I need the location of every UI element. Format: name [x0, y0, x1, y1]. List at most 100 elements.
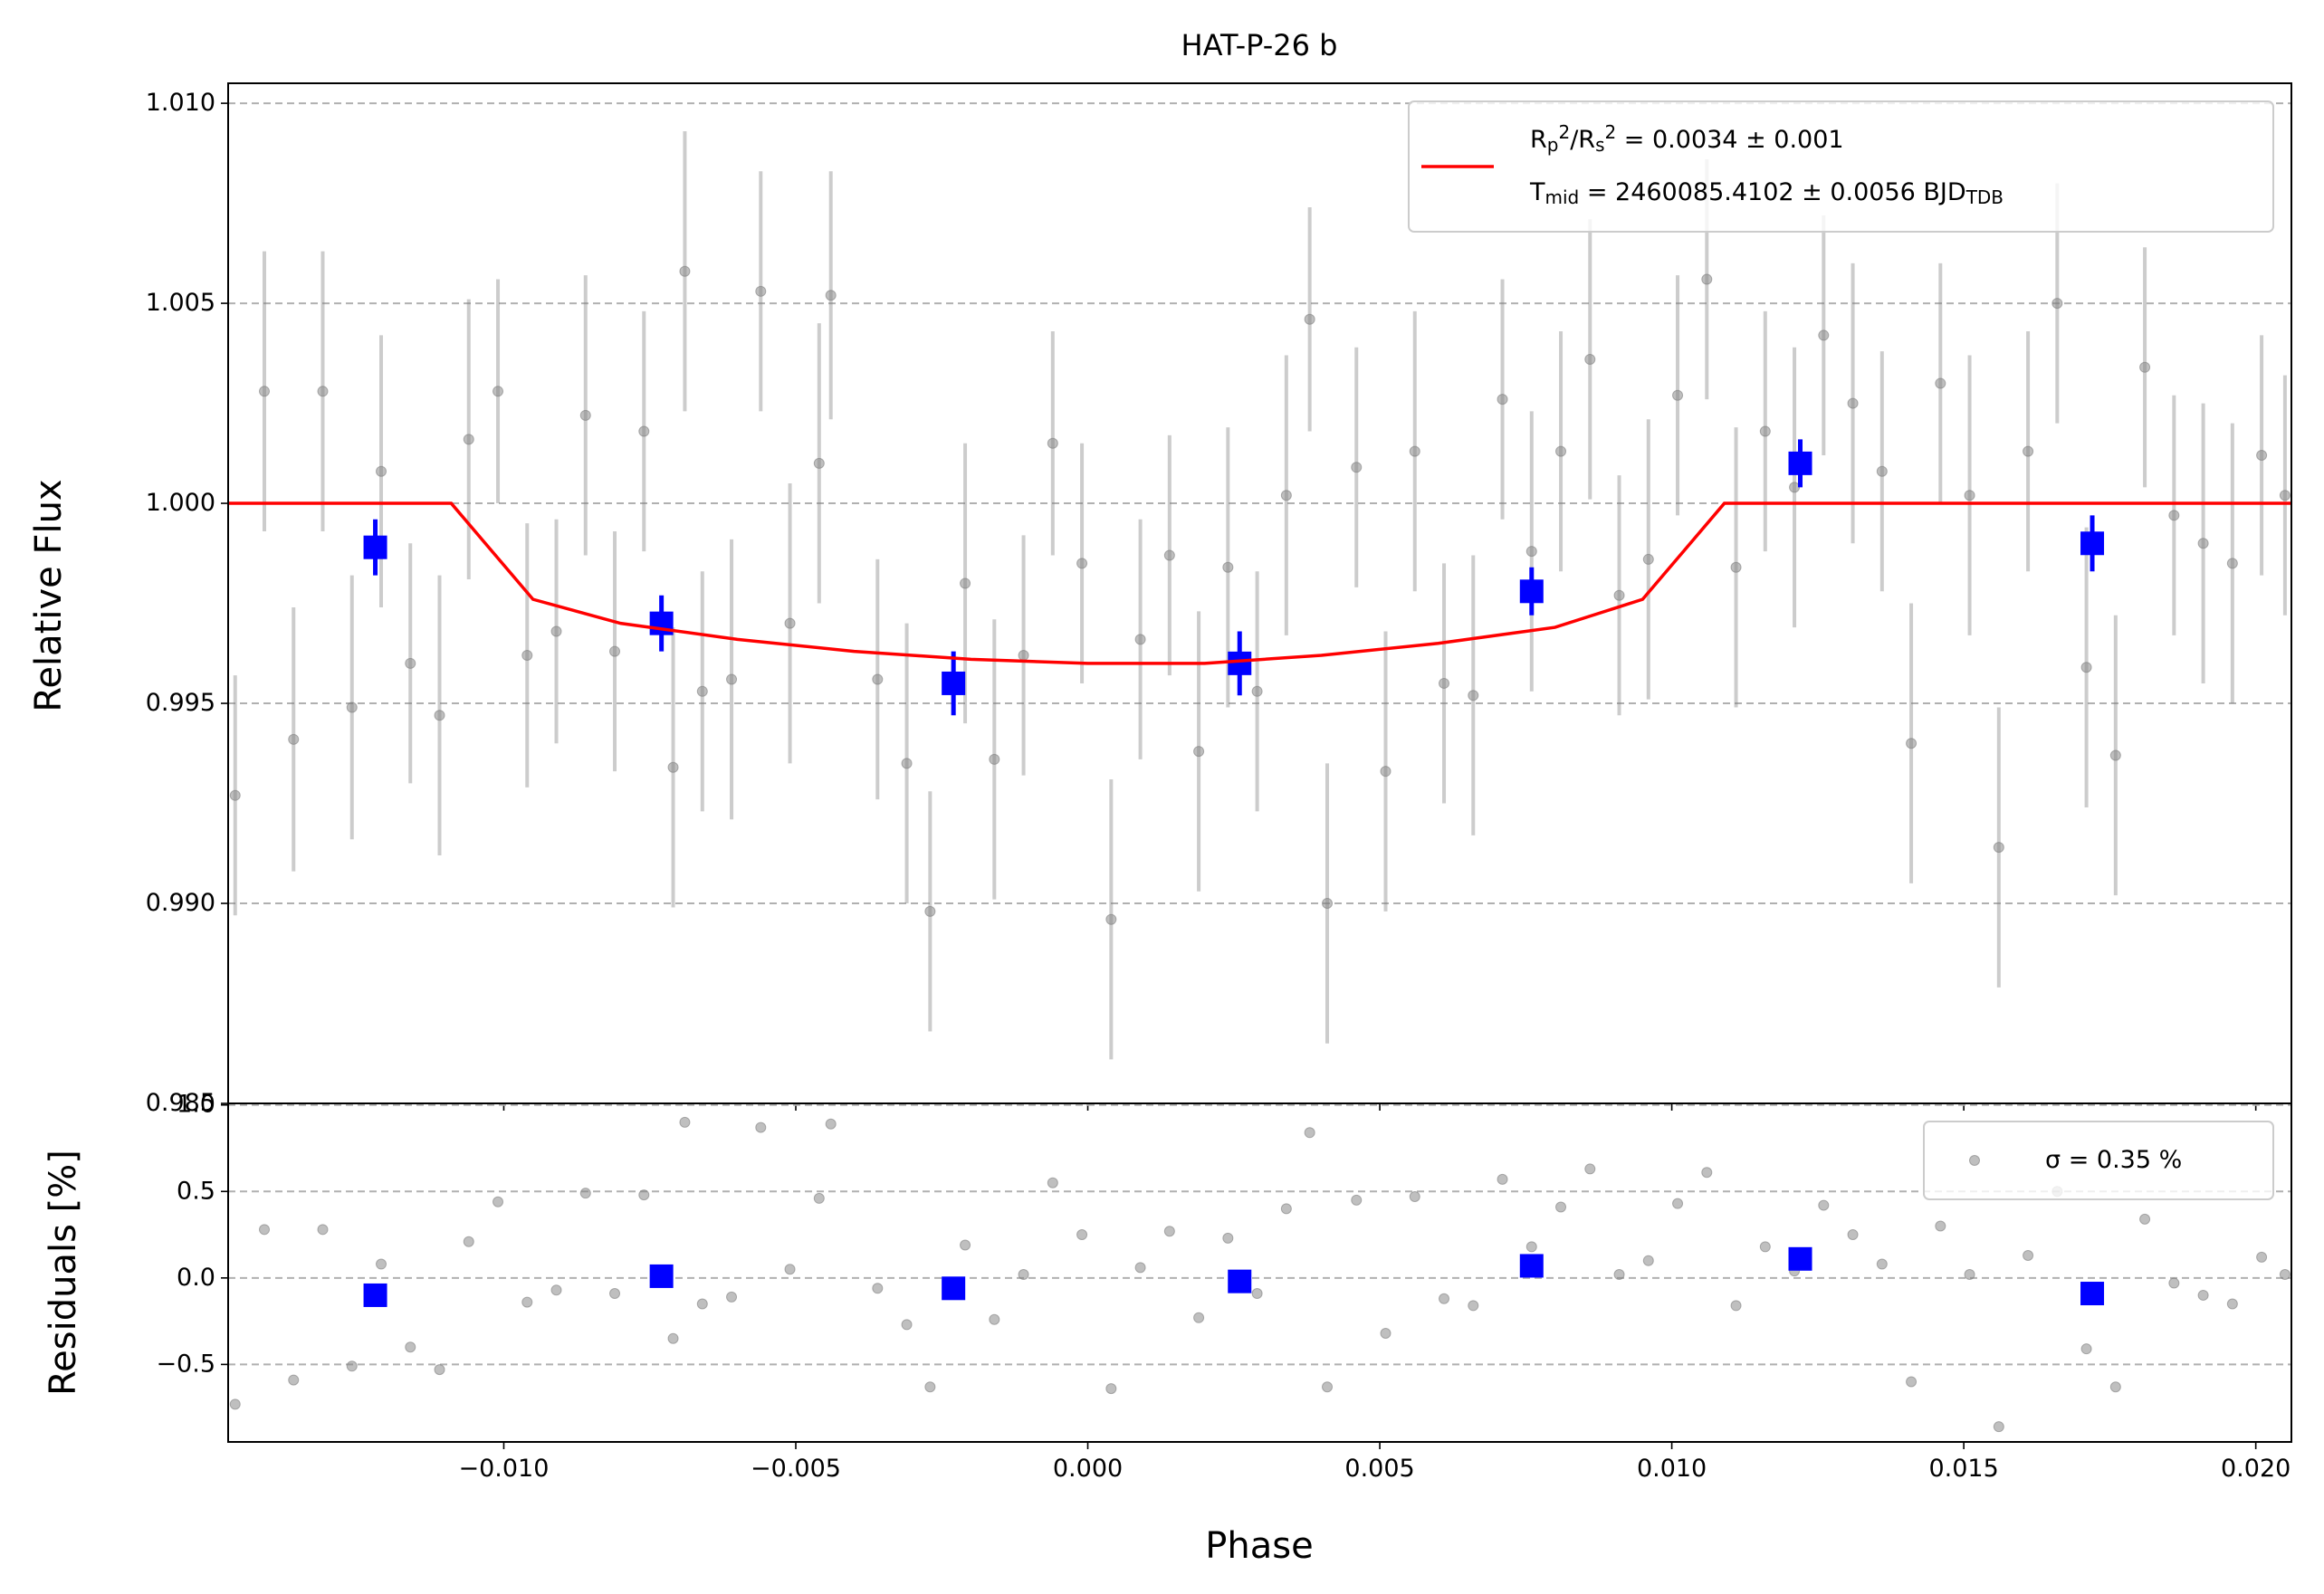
data-point [463, 1236, 474, 1247]
data-point [1497, 1173, 1508, 1185]
axes-frame [227, 1102, 2292, 1443]
y-axis-label: Relative Flux [28, 479, 70, 711]
data-point [679, 1116, 691, 1128]
x-tick-label: 0.005 [1344, 1455, 1414, 1483]
data-point [434, 1364, 445, 1376]
data-point [1525, 1241, 1537, 1253]
data-point [726, 673, 738, 685]
data-point [2226, 1298, 2238, 1310]
data-point [667, 1332, 679, 1344]
data-point [960, 1239, 971, 1251]
plot-area [229, 1116, 2291, 1433]
data-point [1847, 1229, 1859, 1241]
data-point [463, 434, 474, 445]
binned-point [1228, 651, 1252, 675]
data-point [1818, 1199, 1830, 1211]
data-point [2139, 361, 2151, 373]
data-point [638, 425, 650, 437]
data-point [1105, 1383, 1117, 1395]
data-point [2080, 662, 2092, 673]
legend-label: Rp2/Rs2 = 0.0034 ± 0.001 Tmid = 2460085.4… [1529, 121, 2004, 208]
data-point [2279, 490, 2291, 501]
data-point [1351, 1194, 1363, 1206]
data-point [1468, 1300, 1479, 1312]
data-point [1193, 746, 1205, 758]
data-point [1076, 1229, 1088, 1241]
binned-point [363, 535, 387, 559]
data-point [1906, 1376, 1918, 1388]
data-point [1076, 558, 1088, 569]
data-point [1018, 650, 1029, 662]
data-point [1672, 389, 1684, 401]
data-point [1964, 1269, 1975, 1281]
x-tick-label: 0.020 [2221, 1455, 2291, 1483]
data-point [1906, 738, 1918, 749]
binned-point [363, 1283, 387, 1307]
data-point [1555, 445, 1567, 457]
data-point [550, 1284, 562, 1296]
data-point [1876, 1258, 1888, 1270]
data-point [1163, 549, 1175, 561]
data-point [1047, 437, 1058, 449]
data-point [1730, 1300, 1742, 1312]
y-tick-label: 0.5 [177, 1177, 215, 1205]
data-point [2197, 538, 2209, 549]
data-point [1701, 1167, 1713, 1179]
data-point [989, 1313, 1000, 1325]
binned-point [649, 1264, 674, 1288]
data-point [1251, 1288, 1263, 1300]
data-point [825, 290, 837, 301]
data-point [901, 1319, 913, 1331]
data-point [1409, 1191, 1420, 1203]
binned-point [1788, 451, 1812, 475]
data-point [376, 1258, 387, 1270]
data-point [1584, 353, 1596, 365]
model-line [228, 501, 2291, 665]
binned-point [942, 671, 966, 695]
data-point [1280, 490, 1292, 501]
data-point [638, 1189, 650, 1201]
y-tick-label: 0.0 [177, 1263, 215, 1291]
binned-point [1228, 1269, 1252, 1293]
data-point [1251, 685, 1263, 697]
data-point [825, 1118, 837, 1130]
data-point [376, 465, 387, 477]
data-point [1613, 1269, 1625, 1281]
data-point [1134, 634, 1146, 645]
data-point [755, 1122, 767, 1133]
data-point [550, 625, 562, 637]
data-point [2256, 450, 2268, 462]
legend-box [1408, 100, 2274, 233]
data-point [609, 1288, 621, 1300]
data-point [1322, 1381, 1334, 1393]
binned-point [942, 1276, 966, 1301]
x-tick-label: 0.015 [1928, 1455, 1998, 1483]
data-point [521, 650, 533, 662]
data-point [1047, 1177, 1058, 1188]
binned-point [1519, 579, 1544, 604]
data-point [288, 1374, 300, 1386]
data-point [1935, 1220, 1946, 1232]
data-point [784, 617, 796, 629]
data-point [1847, 397, 1859, 409]
data-point [813, 1192, 825, 1204]
data-point [258, 1224, 270, 1236]
data-point [2023, 445, 2034, 457]
data-point [1409, 445, 1420, 457]
y-tick-label: 0.990 [146, 889, 215, 917]
binned-point [2080, 531, 2105, 556]
x-tick-label: −0.010 [459, 1455, 550, 1483]
y-tick-label: 1.0 [177, 1090, 215, 1118]
data-point [1304, 313, 1315, 325]
data-point [813, 457, 825, 469]
data-point [346, 702, 358, 713]
data-point [2023, 1249, 2034, 1261]
data-point [1105, 913, 1117, 925]
data-point [2168, 510, 2180, 521]
data-point [1701, 273, 1713, 285]
data-point [989, 753, 1000, 765]
plot-area [228, 131, 2291, 1060]
y-tick-label: 1.005 [146, 289, 215, 317]
data-point [1380, 766, 1392, 778]
